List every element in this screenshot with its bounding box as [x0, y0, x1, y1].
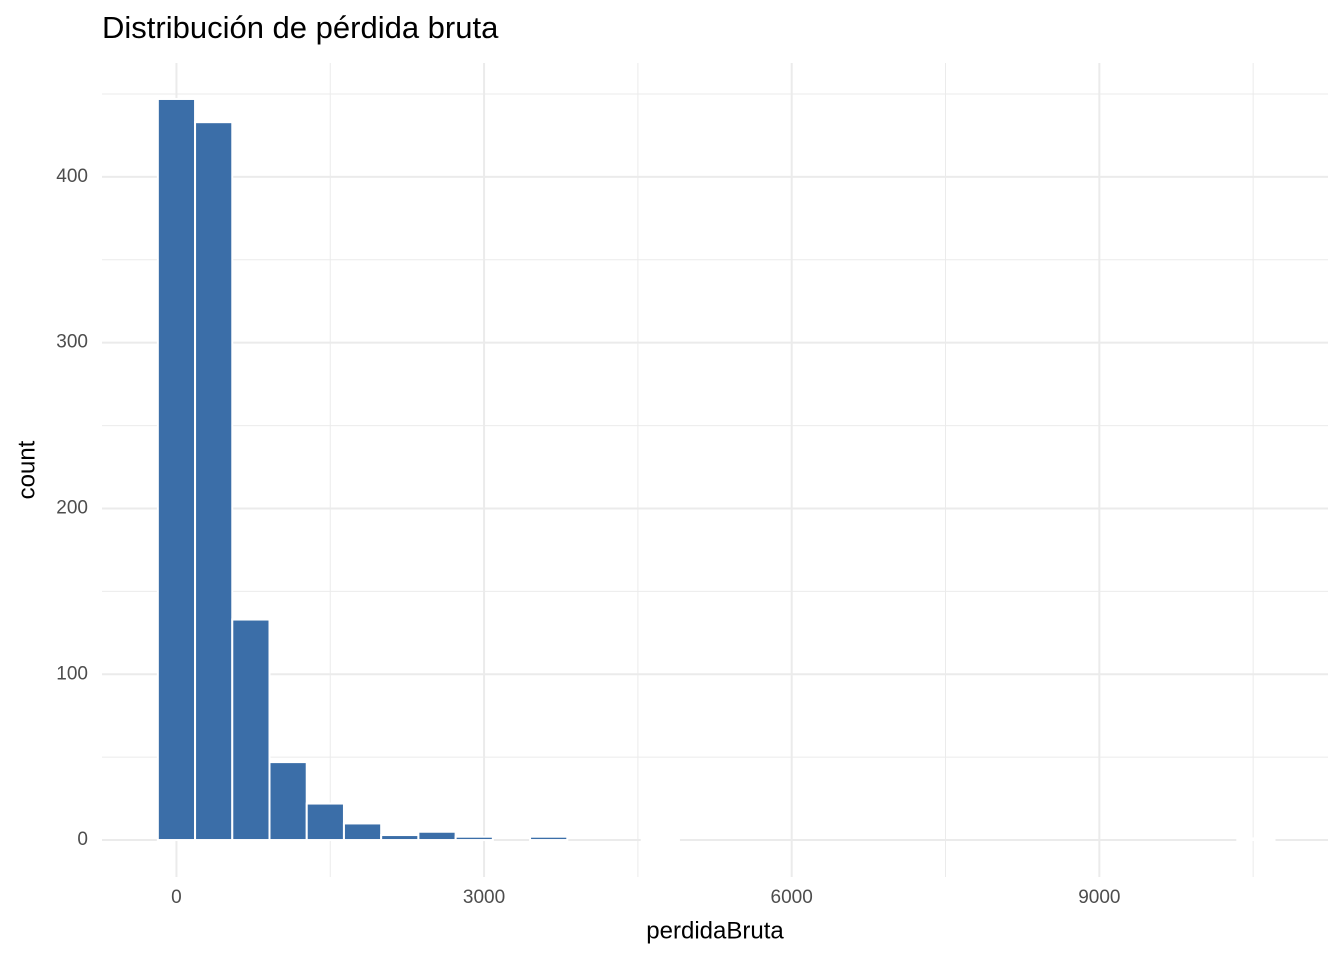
bar: [640, 837, 680, 842]
x-tick-label: 9000: [1078, 887, 1120, 908]
y-tick-label: 0: [77, 829, 88, 850]
y-axis-label: count: [13, 440, 40, 499]
y-tick-label: 100: [56, 663, 88, 684]
bar: [231, 618, 271, 842]
bar: [1236, 837, 1276, 842]
bar: [268, 761, 308, 842]
bar: [305, 802, 345, 842]
x-tick-label: 3000: [463, 887, 505, 908]
bar: [529, 835, 569, 842]
bar: [454, 835, 494, 842]
bar: [342, 822, 383, 842]
x-tick-label: 0: [171, 887, 182, 908]
x-tick-label: 6000: [771, 887, 813, 908]
y-tick-label: 400: [56, 166, 88, 187]
x-axis-label: perdidaBruta: [646, 917, 784, 944]
chart-title: Distribución de pérdida bruta: [102, 10, 499, 45]
bar: [380, 834, 420, 842]
y-tick-label: 200: [56, 497, 88, 518]
bar: [194, 121, 234, 842]
bar: [156, 97, 197, 842]
y-tick-label: 300: [56, 332, 88, 353]
bar: [417, 830, 457, 842]
